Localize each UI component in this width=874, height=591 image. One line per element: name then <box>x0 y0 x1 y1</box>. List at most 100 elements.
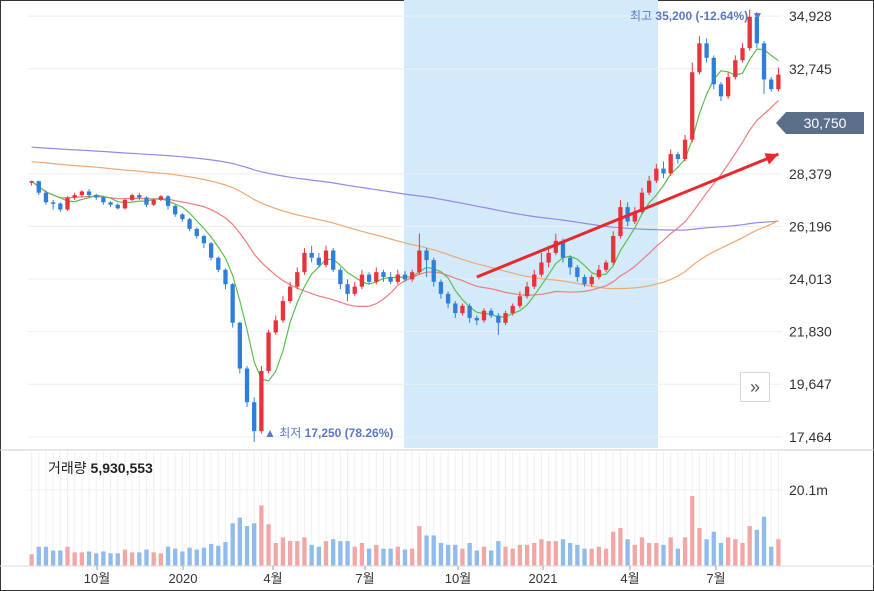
candle-body <box>108 202 113 205</box>
volume-bar <box>165 546 171 566</box>
volume-bar <box>496 541 501 566</box>
volume-bar <box>611 531 616 566</box>
volume-bar <box>208 543 214 566</box>
volume-bar <box>29 554 34 566</box>
volume-bar <box>481 546 487 566</box>
candle-body <box>388 276 393 282</box>
volume-bar <box>589 548 594 566</box>
volume-bar <box>489 550 494 566</box>
candle-body <box>639 192 645 212</box>
volume-bar <box>151 552 156 566</box>
volume-bar <box>237 517 242 566</box>
volume-bar <box>295 541 300 566</box>
volume-bar <box>388 548 393 566</box>
volume-bar <box>740 542 745 566</box>
volume-value: 5,930,553 <box>90 460 153 476</box>
candle-body <box>302 252 307 273</box>
ma60-line <box>31 161 779 290</box>
volume-bar <box>137 552 142 566</box>
candle-body <box>316 257 321 265</box>
volume-bar <box>754 529 760 566</box>
volume-bar <box>36 546 41 566</box>
volume-axis-label: 20.1m <box>789 482 828 498</box>
candle-body <box>445 293 451 304</box>
volume-bar <box>79 552 85 566</box>
volume-bar <box>43 546 49 566</box>
candle-body <box>532 274 537 287</box>
candle-body <box>654 168 659 181</box>
candle-body <box>496 315 501 323</box>
volume-bar <box>65 546 70 566</box>
volume-bar <box>302 537 307 566</box>
volume-bar <box>94 553 99 566</box>
candle-body <box>725 77 731 97</box>
candle-body <box>754 16 760 44</box>
y-tick-label: 24,013 <box>789 271 832 287</box>
volume-bar <box>338 541 343 566</box>
low-annotation: ▲ 최저 17,250 (78.26%) <box>264 426 393 440</box>
trend-arrow-line <box>476 152 779 279</box>
candle-body <box>359 274 365 287</box>
volume-bar <box>431 535 436 566</box>
volume-bar <box>632 544 637 566</box>
candle-body <box>352 286 357 294</box>
volume-bar <box>108 553 113 566</box>
volume-bar <box>180 551 185 566</box>
candle-body <box>582 276 587 285</box>
volume-bar <box>410 548 415 566</box>
candle-body <box>402 274 408 280</box>
expand-chart-button[interactable]: » <box>740 372 770 402</box>
candle-body <box>165 196 171 206</box>
x-tick-label: 10월 <box>445 571 471 586</box>
candle-body <box>474 317 479 321</box>
candle-body <box>539 262 544 275</box>
candle-body <box>611 236 616 263</box>
candle-body <box>467 305 472 318</box>
candle-body <box>252 402 257 432</box>
candle-body <box>323 250 329 265</box>
candle-body <box>151 199 156 205</box>
candle-body <box>122 199 128 209</box>
trend-arrow-head <box>764 153 779 165</box>
candle-body <box>273 320 278 333</box>
candle-body <box>489 310 494 316</box>
candle-body <box>769 79 774 90</box>
volume-bar <box>725 537 731 566</box>
candle-body <box>208 243 214 258</box>
candle-body <box>675 154 681 159</box>
volume-bar <box>582 548 587 566</box>
volume-bar <box>524 544 530 566</box>
candle-body <box>194 228 199 237</box>
candle-body <box>259 370 264 432</box>
candle-body <box>79 191 85 196</box>
y-tick-label: 26,196 <box>789 219 832 235</box>
candle-body <box>711 57 716 85</box>
candle-body <box>345 284 350 294</box>
candle-body <box>244 368 250 403</box>
candle-body <box>596 269 602 277</box>
volume-bar <box>690 496 695 566</box>
x-tick-label: 2020 <box>169 571 198 586</box>
volume-bar <box>654 542 659 566</box>
candle-body <box>266 332 271 371</box>
volume-bar <box>675 548 681 566</box>
volume-bar <box>223 542 228 566</box>
volume-bar <box>201 547 207 566</box>
highlight-region <box>404 0 658 448</box>
candle-body <box>568 257 573 268</box>
candle-body <box>237 322 242 369</box>
volume-bar <box>144 549 149 566</box>
candle-body <box>201 236 207 244</box>
volume-bar <box>510 548 515 566</box>
candle-body <box>187 219 192 229</box>
volume-bar <box>259 505 264 566</box>
volume-bar <box>575 544 580 566</box>
volume-bar <box>50 550 56 566</box>
candle-body <box>747 16 752 49</box>
volume-bar <box>424 535 429 566</box>
volume-bar <box>122 549 128 566</box>
current-price-badge: 30,750 <box>776 112 864 134</box>
candle-body <box>733 60 738 78</box>
candle-body <box>94 195 99 198</box>
candle-body <box>129 195 135 200</box>
